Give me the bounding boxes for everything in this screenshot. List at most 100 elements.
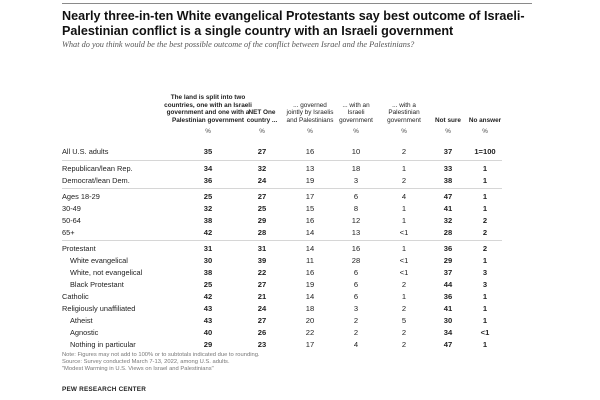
table-cell: 26	[257, 328, 267, 337]
table-cell: 1	[482, 204, 488, 213]
table-cell: 8	[353, 204, 359, 213]
table-cell: 2	[353, 316, 359, 325]
table-cell: 21	[257, 292, 267, 301]
table-cell: 11	[306, 256, 314, 265]
table-cell: 3	[482, 268, 488, 277]
table-cell: 43	[203, 316, 213, 325]
table-cell: 1	[401, 244, 407, 253]
row-label: All U.S. adults	[62, 147, 109, 156]
table-cell: 28	[257, 228, 267, 237]
table-cell: 41	[443, 204, 453, 213]
table-cell: <1	[399, 268, 409, 277]
table-cell: 1	[482, 164, 488, 173]
table-cell: 1	[482, 340, 488, 349]
table-cell: 38	[203, 216, 213, 225]
column-header: Not sure	[430, 52, 466, 124]
table-cell: 2	[353, 328, 359, 337]
row-label: Atheist	[70, 316, 93, 325]
row-label: Catholic	[62, 292, 89, 301]
table-row: 65+ 42 28 14 13 <1 28 2	[62, 227, 502, 238]
unit-label: %	[482, 128, 488, 135]
table-cell: 27	[257, 192, 267, 201]
table-cell: 29	[203, 340, 213, 349]
table-cell: 36	[203, 176, 213, 185]
table-cell: 6	[353, 268, 359, 277]
group-divider	[62, 160, 502, 161]
table-row: Ages 18-29 25 27 17 6 4 47 1	[62, 191, 502, 202]
table-cell: 4	[401, 192, 407, 201]
table-cell: 39	[257, 256, 267, 265]
table-cell: 18	[351, 164, 361, 173]
table-cell: 2	[482, 244, 488, 253]
table-cell: 27	[257, 316, 267, 325]
table-cell: 16	[305, 268, 315, 277]
table-cell: 14	[305, 228, 315, 237]
column-header: ... governed jointly by Israelis and Pal…	[285, 52, 335, 124]
row-label: Religiously unaffiliated	[62, 304, 136, 313]
chart-subtitle: What do you think would be the best poss…	[62, 40, 415, 49]
table-cell: 35	[203, 147, 213, 156]
table-row: 50-64 38 29 16 12 1 32 2	[62, 215, 502, 226]
column-header-label: ... with an Israeli government	[339, 101, 373, 124]
unit-label: %	[401, 128, 407, 135]
table-row: Agnostic 40 26 22 2 2 34 <1	[62, 327, 502, 338]
table-cell: 3	[482, 280, 488, 289]
table-cell: 38	[203, 268, 213, 277]
table-row: Religiously unaffiliated 43 24 18 3 2 41 1	[62, 303, 502, 314]
column-header: The land is split into two countries, on…	[156, 52, 260, 124]
table-cell: 2	[482, 228, 488, 237]
row-label: Black Protestant	[70, 280, 124, 289]
table-row: All U.S. adults 35 27 16 10 2 37 1=100	[62, 146, 502, 157]
table-cell: 32	[203, 204, 213, 213]
table-cell: 38	[443, 176, 453, 185]
table-cell: 24	[257, 304, 267, 313]
row-label: 30-49	[62, 204, 81, 213]
table-cell: 25	[257, 204, 267, 213]
table-cell: 3	[353, 304, 359, 313]
table-row: Atheist 43 27 20 2 5 30 1	[62, 315, 502, 326]
group-divider	[62, 188, 502, 189]
row-label: 50-64	[62, 216, 81, 225]
table-row: Republican/lean Rep. 34 32 13 18 1 33 1	[62, 163, 502, 174]
column-header: No answer	[467, 52, 503, 124]
table-row: Black Protestant 25 27 19 6 2 44 3	[62, 279, 502, 290]
unit-label: %	[353, 128, 359, 135]
table-cell: 17	[305, 340, 315, 349]
table-cell: 1	[482, 192, 488, 201]
table-cell: 36	[443, 292, 453, 301]
table-cell: 22	[305, 328, 315, 337]
table-cell: 19	[305, 176, 315, 185]
table-cell: 15	[305, 204, 315, 213]
table-cell: 2	[482, 216, 488, 225]
notes: Note: Figures may not add to 100% or to …	[62, 352, 392, 373]
table-cell: <1	[399, 228, 409, 237]
table-cell: 14	[305, 244, 315, 253]
table-row: Nothing in particular 29 23 17 4 2 47 1	[62, 339, 502, 350]
table-cell: 19	[305, 280, 315, 289]
table-cell: 1=100	[474, 147, 496, 156]
table-cell: 2	[401, 328, 407, 337]
table-cell: 30	[443, 316, 453, 325]
chart-title: Nearly three-in-ten White evangelical Pr…	[62, 9, 525, 38]
table-cell: 36	[443, 244, 453, 253]
table-cell: 2	[401, 147, 407, 156]
table-cell: 47	[443, 340, 453, 349]
table-cell: 4	[353, 340, 359, 349]
table-cell: 34	[203, 164, 213, 173]
table-cell: 1	[482, 316, 488, 325]
column-header-label: Not sure	[435, 116, 461, 124]
table-cell: 22	[257, 268, 267, 277]
brand-logo-text: PEW RESEARCH CENTER	[62, 386, 147, 393]
column-header-label: No answer	[468, 116, 502, 124]
table-cell: 28	[443, 228, 453, 237]
table-cell: 10	[351, 147, 361, 156]
table-cell: 31	[257, 244, 267, 253]
table-cell: 30	[203, 256, 213, 265]
table-cell: 6	[353, 280, 359, 289]
table-row: White, not evangelical 38 22 16 6 <1 37 3	[62, 267, 502, 278]
row-label: White, not evangelical	[70, 268, 143, 277]
table-cell: 40	[203, 328, 213, 337]
table-row: Democrat/lean Dem. 36 24 19 3 2 38 1	[62, 175, 502, 186]
table-cell: 29	[257, 216, 267, 225]
table-row: Protestant 31 31 14 16 1 36 2	[62, 243, 502, 254]
